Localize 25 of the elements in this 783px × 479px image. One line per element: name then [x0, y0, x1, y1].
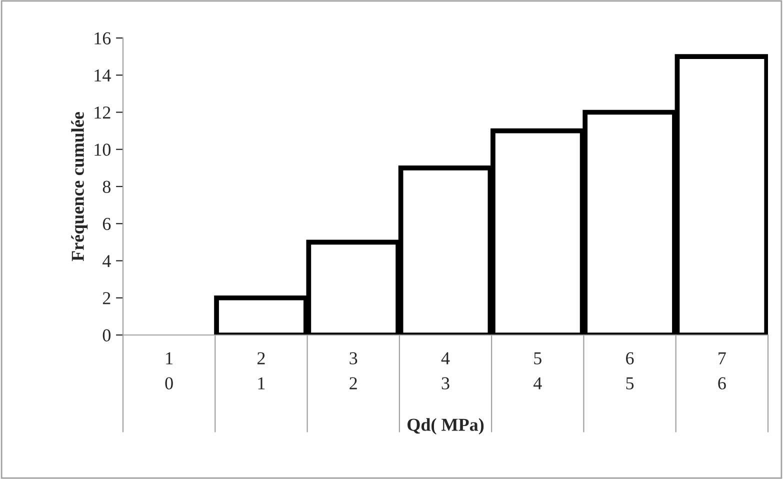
text: 0 — [165, 377, 173, 390]
text: 1 — [258, 377, 265, 390]
x-tick-label: 6 — [626, 352, 634, 364]
y-tick-label: 16 — [94, 32, 111, 44]
text: 4 — [533, 377, 542, 390]
y-tick-label: 12 — [94, 106, 110, 119]
y-axis-title: Fréquence cumulée — [71, 112, 88, 262]
x-tick-label: 2 — [257, 352, 265, 364]
text: 3 — [442, 377, 450, 390]
y-tick-label: 14 — [94, 69, 111, 82]
x-tick-label: 4 — [441, 352, 450, 364]
text: 2 — [350, 377, 357, 390]
x-tick-label: 1 — [166, 352, 172, 364]
y-tick-label: 8 — [102, 180, 111, 193]
y-tick-label: 2 — [102, 292, 110, 304]
text: 5 — [626, 377, 634, 390]
text: 6 — [718, 377, 726, 390]
y-tick-label: 6 — [102, 218, 111, 230]
x-axis-title: Qd( MPa) — [408, 418, 484, 435]
x-tick-label: 7 — [718, 352, 726, 364]
x-tick-label: 3 — [350, 352, 358, 364]
y-tick-label: 10 — [94, 144, 111, 156]
y-tick-label: 0 — [102, 329, 111, 342]
x-tick-label: 5 — [534, 352, 542, 364]
y-tick-label: 4 — [102, 255, 111, 268]
